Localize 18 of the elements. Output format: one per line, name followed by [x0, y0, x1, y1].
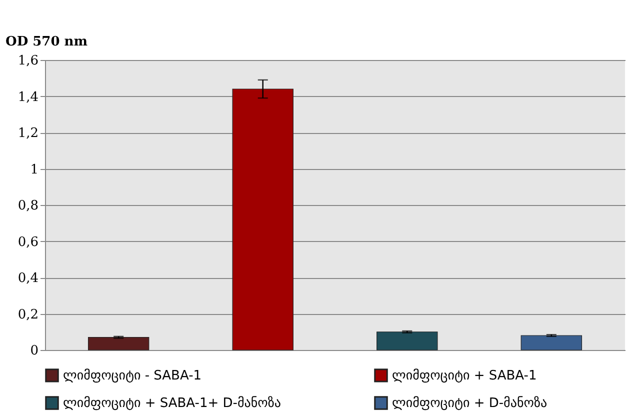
y-tick-label: 0,4: [18, 271, 38, 286]
y-tick-label: 1,2: [18, 126, 38, 141]
legend-label: ლიმფოციტი + SABA-1: [392, 368, 537, 384]
bar: [520, 335, 582, 350]
y-tick-label: 1,4: [18, 90, 38, 105]
y-tick-label: 0,2: [18, 307, 38, 322]
legend-label: ლიმფოციტი - SABA-1: [63, 368, 202, 384]
y-tick-label: 0,6: [18, 234, 38, 250]
y-tick-label: 1: [30, 162, 38, 178]
y-tick-label: 0: [30, 344, 38, 358]
legend-label: ლიმფოციტი + SABA-1+ D-მანოზა: [63, 396, 281, 411]
legend-label: ლიმფოციტი + D-მანოზა: [392, 396, 548, 411]
y-axis-title: OD 570 nm: [6, 34, 88, 50]
y-tick-label: 0,8: [18, 198, 38, 214]
bar: [376, 332, 438, 350]
bar: [88, 337, 150, 350]
y-tick-label: 1,6: [18, 54, 38, 68]
bar: [232, 88, 294, 350]
